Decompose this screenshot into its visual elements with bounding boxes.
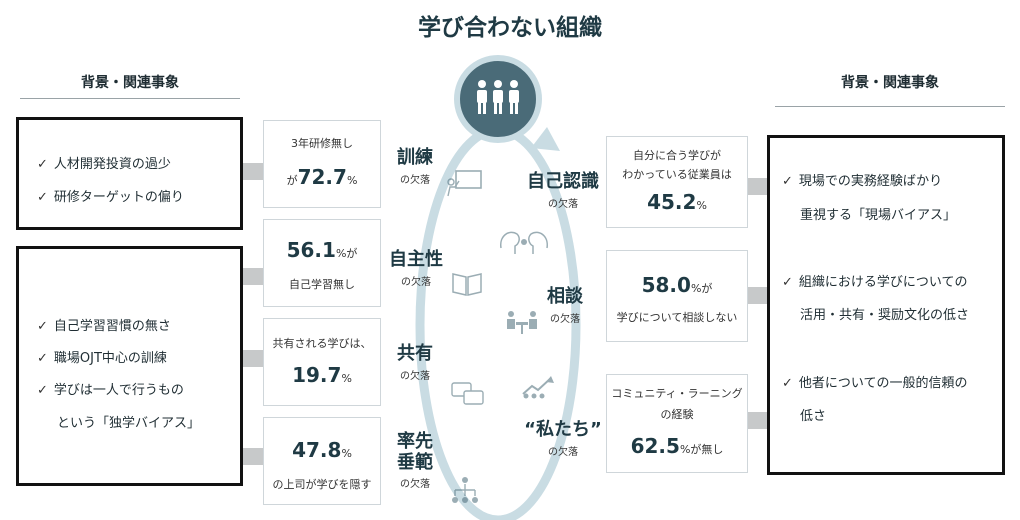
connector	[243, 163, 263, 180]
meeting-icon	[507, 311, 537, 334]
left-background-box-2: ✓ 自己学習習慣の無さ ✓ 職場OJT中心の訓練 ✓ 学びは一人で行うもの という「独…	[16, 246, 243, 486]
cycle-arrowhead	[531, 127, 560, 151]
list-item: ✓ 組織における学びについての	[782, 275, 968, 290]
lack-label: 自主性 の欠落	[389, 249, 443, 288]
stat-box: 56.1%が 自己学習無し	[263, 219, 381, 307]
book-icon	[452, 273, 482, 296]
connector	[243, 448, 263, 465]
right-section-header: 背景・関連事象	[841, 75, 939, 91]
team-growth-icon	[522, 376, 554, 399]
connector	[748, 412, 768, 429]
list-item: ✓ 現場での実務経験ばかり	[782, 174, 943, 189]
connector	[243, 350, 263, 367]
list-item: 重視する「現場バイアス」	[800, 208, 957, 223]
lack-label: “私たち” の欠落	[524, 419, 602, 458]
lack-label: 率先 垂範 の欠落	[397, 431, 433, 491]
list-item: 活用・共有・奨励文化の低さ	[800, 308, 970, 323]
group-people-icon	[477, 80, 519, 114]
connector	[748, 178, 768, 195]
stat-box: 自分に合う学びが わかっている従業員は 45.2%	[606, 136, 748, 228]
lack-label: 自己認識 の欠落	[527, 171, 599, 210]
list-item: という「独学バイアス」	[57, 416, 201, 431]
left-section-header: 背景・関連事象	[81, 75, 179, 91]
stat-box: 共有される学びは、 19.7%	[263, 318, 381, 406]
left-header-rule	[20, 98, 240, 99]
list-item: 低さ	[800, 409, 827, 424]
list-item: ✓ 自己学習習慣の無さ	[37, 319, 171, 334]
hierarchy-icon	[452, 477, 478, 503]
right-background-box: ✓ 現場での実務経験ばかり 重視する「現場バイアス」 ✓ 組織における学びについての…	[767, 135, 1005, 475]
learning-cycle-diagram	[415, 55, 581, 520]
chat-bubbles-icon	[451, 382, 484, 405]
list-item: ✓ 学びは一人で行うもの	[37, 383, 184, 398]
lack-label: 訓練 の欠落	[397, 147, 433, 186]
list-item: ✓ 他者についての一般的信頼の	[782, 376, 968, 391]
list-item: ✓ 職場OJT中心の訓練	[37, 351, 167, 366]
list-item: ✓ 人材開発投資の過少	[37, 157, 171, 172]
stat-box: 3年研修無し が72.7%	[263, 120, 381, 208]
left-background-box-1: ✓ 人材開発投資の過少 ✓ 研修ターゲットの偏り	[16, 117, 243, 230]
stat-box: コミュニティ・ラーニング の経験 62.5%が無し	[606, 374, 748, 473]
presentation-icon	[447, 170, 482, 197]
page-title: 学び合わない組織	[418, 15, 602, 41]
connector	[748, 287, 768, 304]
connector	[243, 268, 263, 285]
lack-label: 共有 の欠落	[397, 343, 433, 382]
right-header-rule	[775, 106, 1005, 107]
list-item: ✓ 研修ターゲットの偏り	[37, 190, 184, 205]
stat-box: 58.0%が 学びについて相談しない	[606, 250, 748, 342]
stat-box: 47.8% の上司が学びを隠す	[263, 417, 381, 505]
lack-label: 相談 の欠落	[547, 286, 583, 325]
faces-icon	[500, 231, 548, 254]
